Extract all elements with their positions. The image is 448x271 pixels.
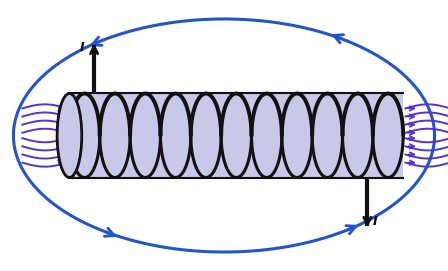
Text: I: I (79, 41, 84, 54)
Bar (69, 93, 403, 178)
Ellipse shape (57, 93, 82, 178)
Text: I: I (373, 215, 377, 228)
